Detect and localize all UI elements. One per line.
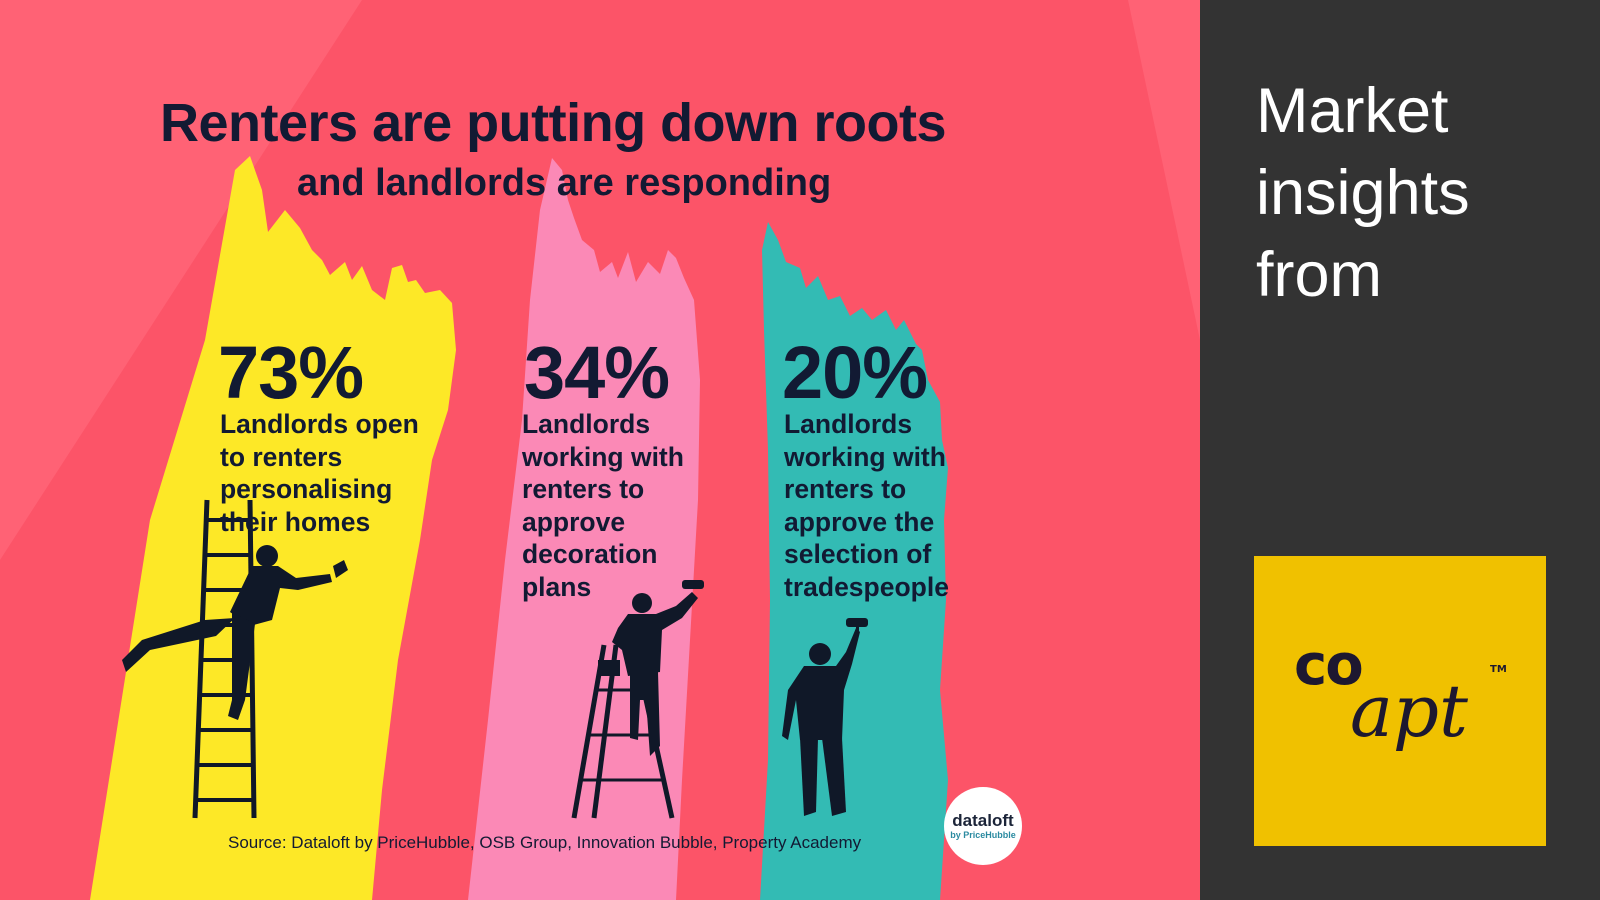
dataloft-logo-name: dataloft bbox=[952, 811, 1014, 830]
background-art bbox=[0, 0, 1200, 900]
subtitle: and landlords are responding bbox=[297, 162, 832, 204]
paint-stroke-yellow bbox=[90, 156, 456, 900]
painter-standing-icon bbox=[782, 618, 868, 816]
stat-description-decoration: Landlords working with renters to approv… bbox=[522, 409, 684, 602]
main-title: Renters are putting down roots bbox=[160, 93, 947, 153]
dataloft-logo: dataloft by PriceHubble bbox=[944, 787, 1022, 865]
coapt-logo-mark: co apt TM bbox=[1294, 633, 1507, 753]
painter-on-ladder-icon bbox=[122, 499, 348, 819]
infographic-panel: Renters are putting down roots and landl… bbox=[0, 0, 1200, 900]
dataloft-logo-byline: by PriceHubble bbox=[950, 830, 1016, 840]
coapt-logo-trademark: TM bbox=[1490, 664, 1507, 675]
source-citation: Source: Dataloft by PriceHubble, OSB Gro… bbox=[228, 833, 862, 852]
sidebar-heading: Market insights from bbox=[1256, 76, 1470, 310]
light-ray-left bbox=[0, 0, 362, 560]
stat-description-personalising: Landlords open to renters personalising … bbox=[220, 409, 419, 537]
sidebar: Market insights from co apt TM bbox=[1200, 0, 1600, 900]
stat-value-personalising: 73% bbox=[218, 331, 364, 414]
stat-value-decoration: 34% bbox=[524, 331, 670, 414]
stat-value-tradespeople: 20% bbox=[782, 331, 928, 414]
painter-on-stepladder-icon bbox=[571, 580, 704, 819]
coapt-logo: co apt TM bbox=[1254, 556, 1546, 846]
stat-description-tradespeople: Landlords working with renters to approv… bbox=[784, 409, 949, 602]
coapt-logo-co: co bbox=[1294, 633, 1362, 698]
coapt-logo-apt: apt bbox=[1350, 669, 1469, 753]
paint-stroke-pink bbox=[468, 158, 700, 900]
light-ray-right bbox=[1128, 0, 1200, 340]
